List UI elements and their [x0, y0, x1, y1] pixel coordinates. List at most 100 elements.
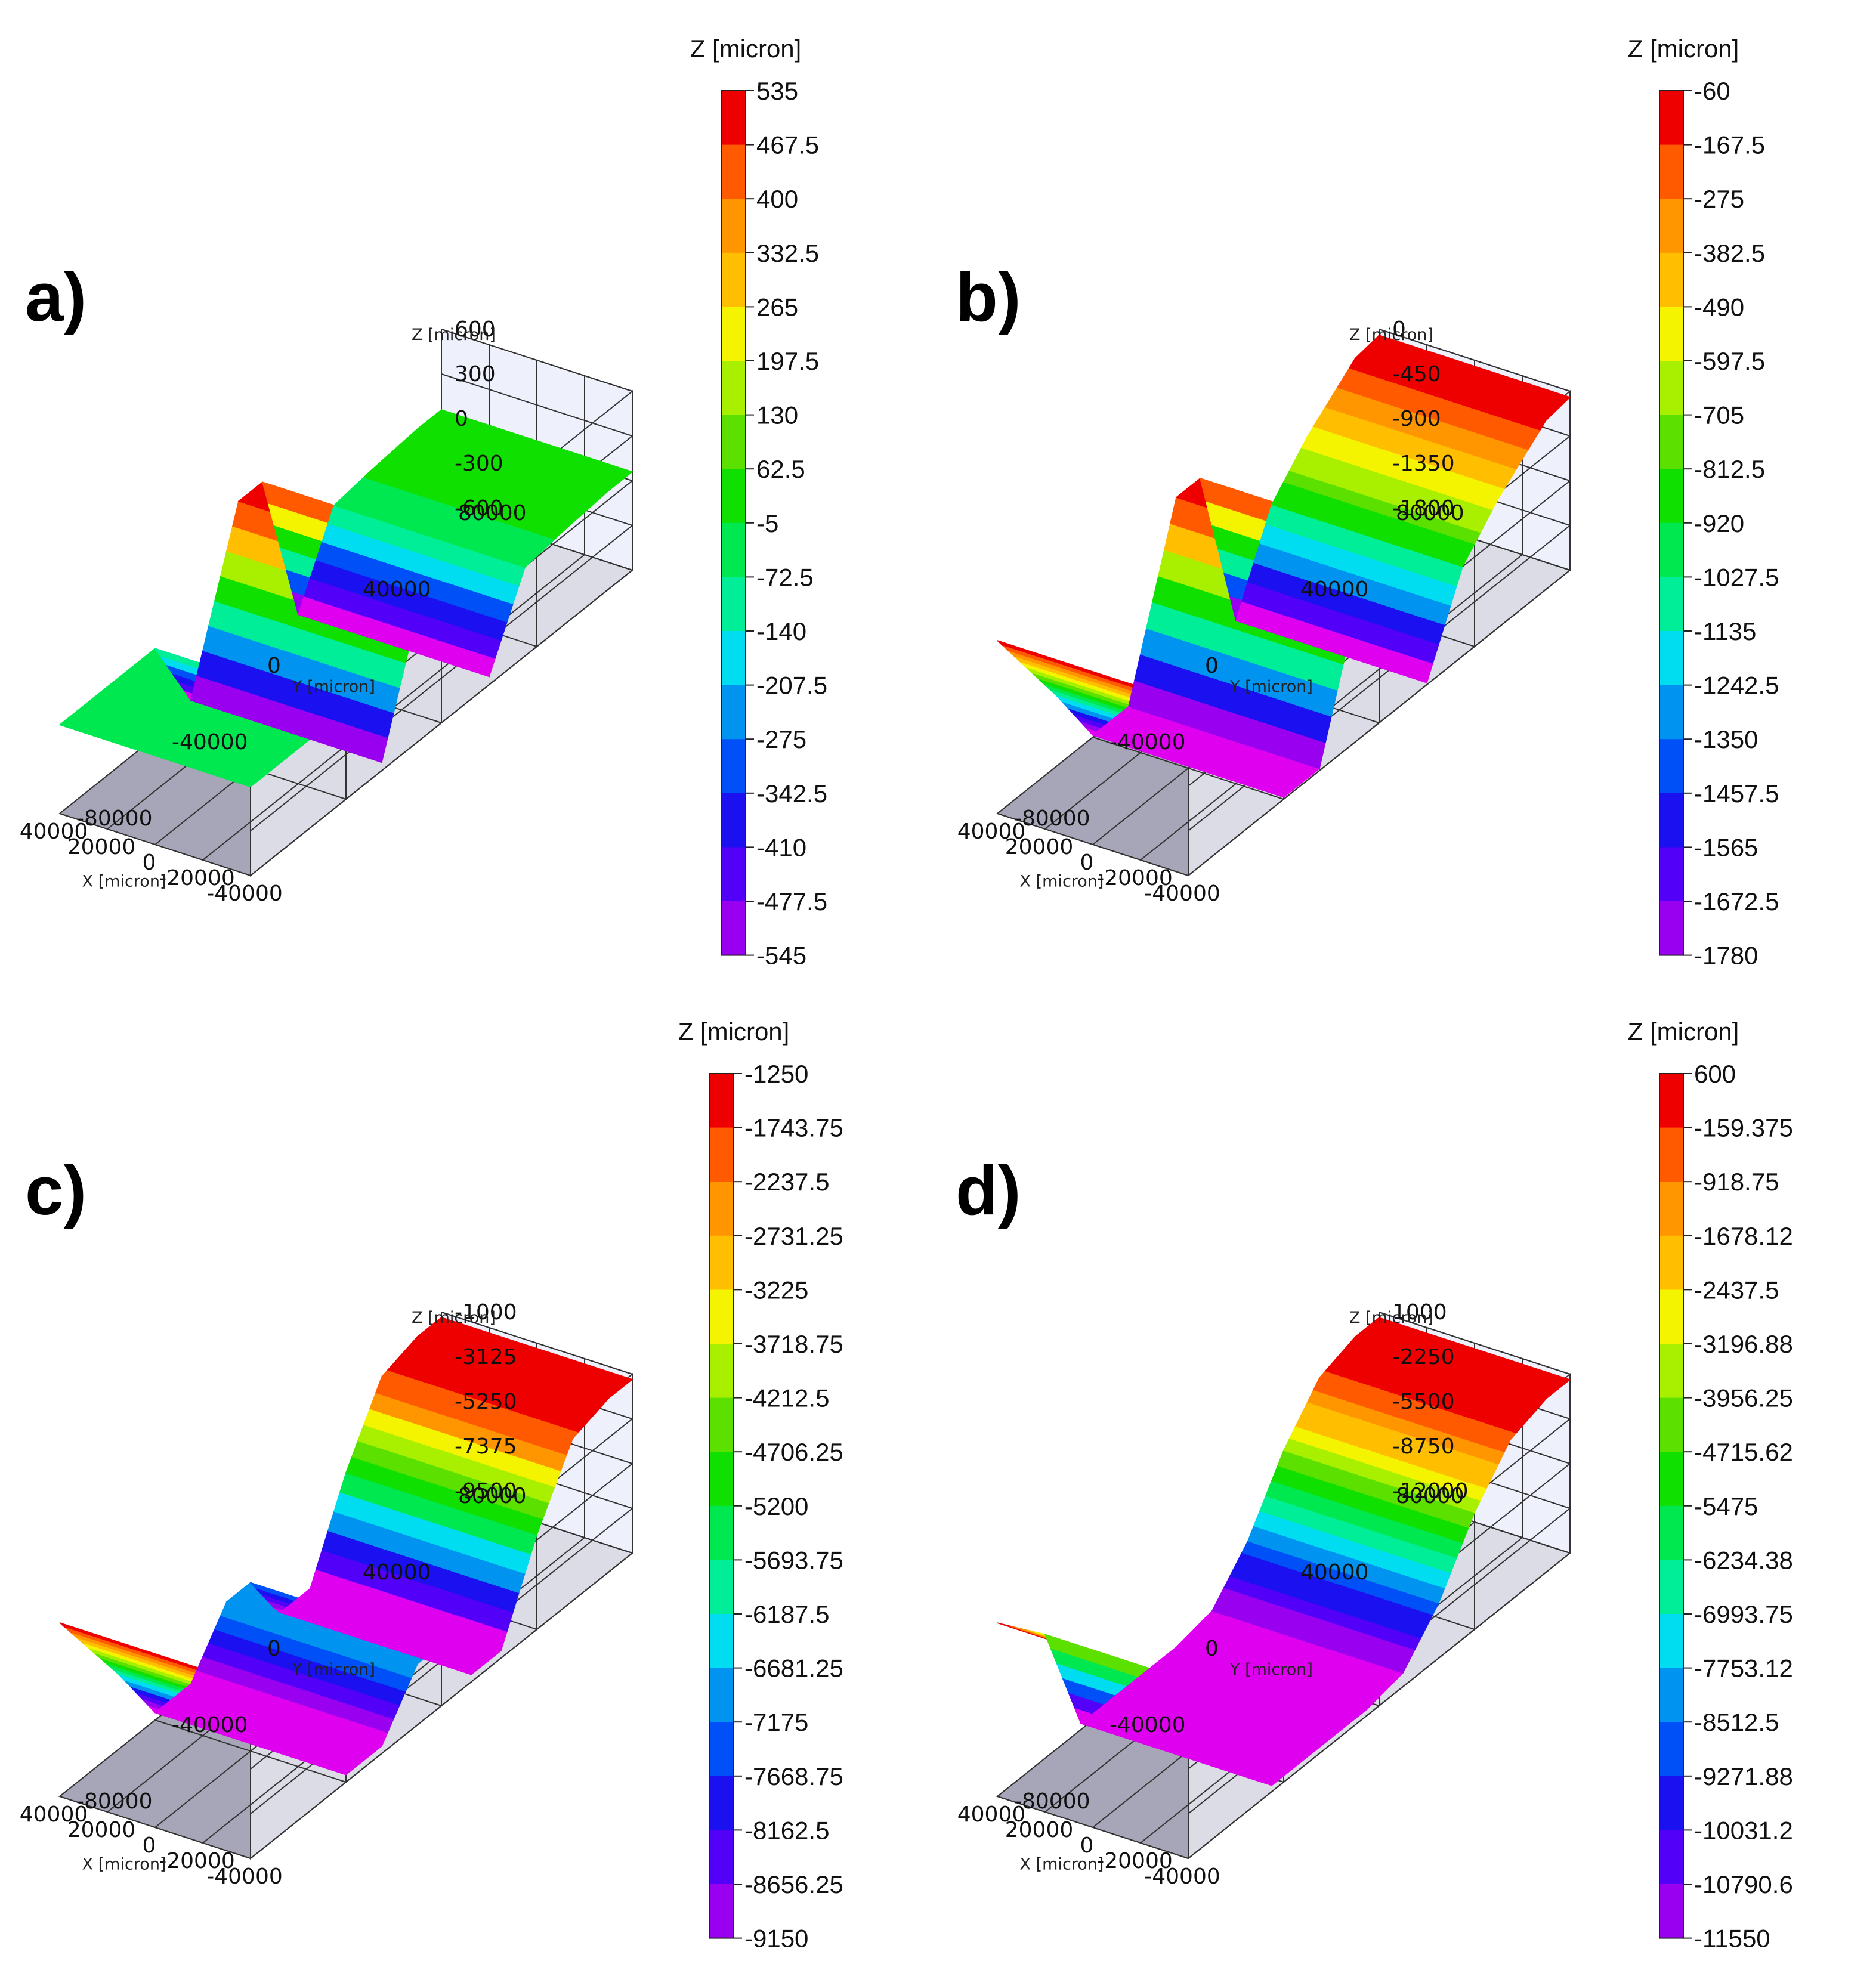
- z-tick-label: -300: [455, 451, 503, 476]
- colorbar-level-label: -382.5: [1694, 239, 1765, 267]
- colorbar-segment: [722, 522, 746, 577]
- wall-gridline: [1188, 570, 1571, 876]
- z-tick-label: -12000: [1392, 1479, 1469, 1504]
- colorbar-segment: [710, 1127, 734, 1182]
- colorbar-level-label: -2731.25: [744, 1222, 843, 1250]
- colorbar-level-label: 130: [756, 401, 798, 429]
- y-tick-label: -40000: [172, 730, 248, 754]
- y-tick-label: -80000: [76, 1789, 153, 1814]
- x-tick-label: -40000: [1144, 882, 1220, 906]
- colorbar-segment: [710, 1289, 734, 1344]
- z-tick-label: -900: [1392, 407, 1441, 431]
- x-tick-label: 0: [1080, 850, 1094, 875]
- surface: [997, 1317, 1571, 1786]
- colorbar-level-label: -9150: [744, 1925, 808, 1953]
- colorbar-segment: [1659, 1397, 1683, 1452]
- colorbar-segment: [710, 1776, 734, 1830]
- colorbar-level-label: -7668.75: [744, 1762, 843, 1790]
- colorbar-d: Z [micron] 600 -159.375 -918.75 -1678.12 -243…: [1628, 1017, 1793, 1953]
- colorbar-c: Z [micron] -1250 -1743.75 -2237.5 -2731.25 -3…: [678, 1017, 843, 1953]
- colorbar-segment: [1659, 469, 1683, 524]
- y-tick-label: 80000: [1396, 1484, 1464, 1508]
- colorbar-segment: [722, 577, 746, 632]
- x-tick-label: -40000: [1144, 1864, 1220, 1889]
- surface-plot-b: -40000-2000002000040000-80000-4000004000…: [957, 317, 1572, 906]
- colorbar-segment: [710, 1830, 734, 1885]
- colorbar-level-label: -11550: [1694, 1925, 1770, 1953]
- z-tick-label: -1000: [455, 1300, 517, 1325]
- colorbar-level-label: -4715.62: [1694, 1438, 1793, 1466]
- x-tick-label: 0: [143, 1833, 156, 1858]
- x-tick-label: 40000: [957, 819, 1026, 844]
- y-tick-label: 40000: [363, 1560, 431, 1585]
- colorbar-level-label: -207.5: [756, 672, 827, 700]
- panel-label-a: a): [25, 258, 87, 336]
- colorbar-segment: [722, 631, 746, 686]
- colorbar-segment: [1659, 199, 1683, 253]
- colorbar-level-label: -812.5: [1694, 455, 1765, 483]
- wall-gridline: [250, 1552, 633, 1859]
- colorbar-segment: [722, 739, 746, 794]
- y-tick-label: 80000: [1396, 501, 1464, 525]
- z-tick-label: 0: [455, 407, 468, 431]
- colorbar-level-label: -342.5: [756, 780, 827, 808]
- x-tick-label: 20000: [67, 1818, 136, 1842]
- panel-c: c) -40000 -20000 0 20000 40000 -80000 -40000 0 4…: [0, 983, 938, 1966]
- colorbar-level-label: -1250: [744, 1060, 808, 1088]
- colorbar-level-label: -1135: [1694, 617, 1756, 645]
- wall-gridline: [250, 570, 633, 876]
- colorbar-segment: [710, 1397, 734, 1452]
- y-tick-label: 80000: [458, 501, 527, 525]
- panel-label-b: b): [956, 258, 1021, 336]
- colorbar-segment: [722, 252, 746, 307]
- y-tick-label: -40000: [172, 1713, 248, 1737]
- colorbar-level-label: -5200: [744, 1492, 808, 1520]
- colorbar-level-label: -167.5: [1694, 131, 1765, 159]
- colorbar-segment: [1659, 1074, 1683, 1128]
- colorbar-segment: [722, 307, 746, 361]
- colorbar-segment: [710, 1235, 734, 1290]
- colorbar-level-label: -5693.75: [744, 1546, 843, 1574]
- x-tick-label: -20000: [1096, 866, 1173, 890]
- colorbar-level-label: -2437.5: [1694, 1276, 1779, 1304]
- colorbar-level-label: -918.75: [1694, 1168, 1779, 1196]
- colorbar-level-label: -4706.25: [744, 1438, 843, 1466]
- wall-gridline: [1188, 1552, 1571, 1859]
- colorbar-level-label: -159.375: [1694, 1114, 1793, 1142]
- colorbar-segment: [710, 1505, 734, 1560]
- colorbar-level-label: 332.5: [756, 239, 819, 267]
- y-tick-label: 40000: [363, 577, 431, 602]
- colorbar-level-label: -597.5: [1694, 347, 1765, 375]
- colorbar-segment: [710, 1452, 734, 1507]
- colorbar-b: Z [micron] -60 -167.5 -275 -382.5 -490 -597.5 -…: [1628, 35, 1779, 970]
- colorbar-title: Z [micron]: [1628, 1017, 1739, 1046]
- panel-label-c: c): [25, 1152, 87, 1229]
- colorbar-level-label: 600: [1694, 1060, 1736, 1088]
- z-tick-label: -7375: [455, 1434, 517, 1459]
- colorbar-segment: [722, 415, 746, 469]
- colorbar-level-label: -1780: [1694, 942, 1758, 970]
- z-axis-label: Z [micron]: [412, 1309, 496, 1327]
- colorbar-segment: [1659, 1668, 1683, 1722]
- colorbar-segment: [710, 1884, 734, 1939]
- colorbar-title: Z [micron]: [678, 1017, 790, 1046]
- colorbar-segment: [1659, 1127, 1683, 1182]
- surface: [58, 409, 633, 788]
- colorbar-segment: [1659, 1560, 1683, 1615]
- surface-strip: [1372, 335, 1571, 404]
- colorbar-segment: [1659, 1722, 1683, 1777]
- z-tick-label: -600: [455, 496, 503, 521]
- colorbar-level-label: 197.5: [756, 347, 819, 375]
- colorbar-segment: [1659, 361, 1683, 416]
- y-tick-label: 80000: [458, 1484, 527, 1508]
- colorbar-segment: [1659, 1235, 1683, 1290]
- x-tick-label: 0: [143, 850, 156, 875]
- colorbar-level-label: -72.5: [756, 563, 814, 591]
- colorbar-segment: [710, 1344, 734, 1399]
- wall-gridline: [250, 525, 633, 831]
- colorbar-segment: [710, 1560, 734, 1615]
- colorbar-level-label: -1350: [1694, 725, 1758, 753]
- colorbar-segment: [1659, 577, 1683, 632]
- z-axis-label: Z [micron]: [1349, 1309, 1433, 1327]
- x-axis-label: X [micron]: [1020, 873, 1104, 891]
